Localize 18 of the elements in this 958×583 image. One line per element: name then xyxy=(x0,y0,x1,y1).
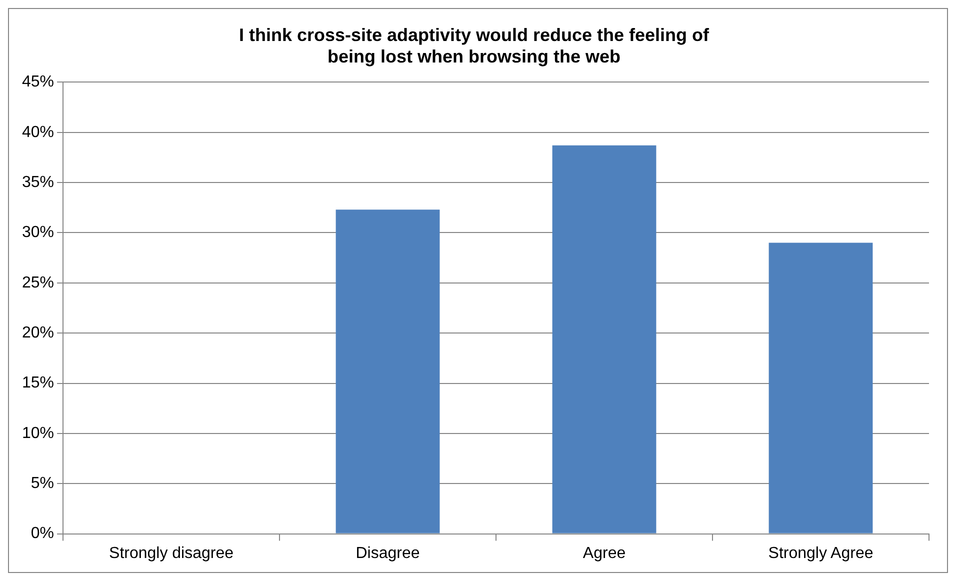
y-tick-label: 5% xyxy=(30,475,54,492)
x-tick-label: Strongly disagree xyxy=(109,544,234,562)
x-tick-label: Disagree xyxy=(356,544,420,562)
y-tick-label: 30% xyxy=(22,224,54,242)
y-tick-label: 45% xyxy=(22,74,54,91)
bar xyxy=(552,145,656,534)
chart-title: I think cross-site adaptivity would reduce the feeling of being lost when browsing the web xyxy=(238,24,710,66)
y-tick-label: 25% xyxy=(22,274,54,292)
y-tick-label: 35% xyxy=(22,174,54,191)
x-tick-label: Agree xyxy=(582,544,626,562)
y-tick-label: 0% xyxy=(30,525,54,542)
x-tick-label: Strongly Agree xyxy=(768,544,874,562)
bar xyxy=(768,242,873,534)
y-tick-label: 40% xyxy=(22,124,54,141)
y-tick-label: 20% xyxy=(22,324,54,342)
y-tick-label: 10% xyxy=(22,424,54,442)
y-tick-label: 15% xyxy=(22,374,54,392)
bar xyxy=(336,210,440,534)
